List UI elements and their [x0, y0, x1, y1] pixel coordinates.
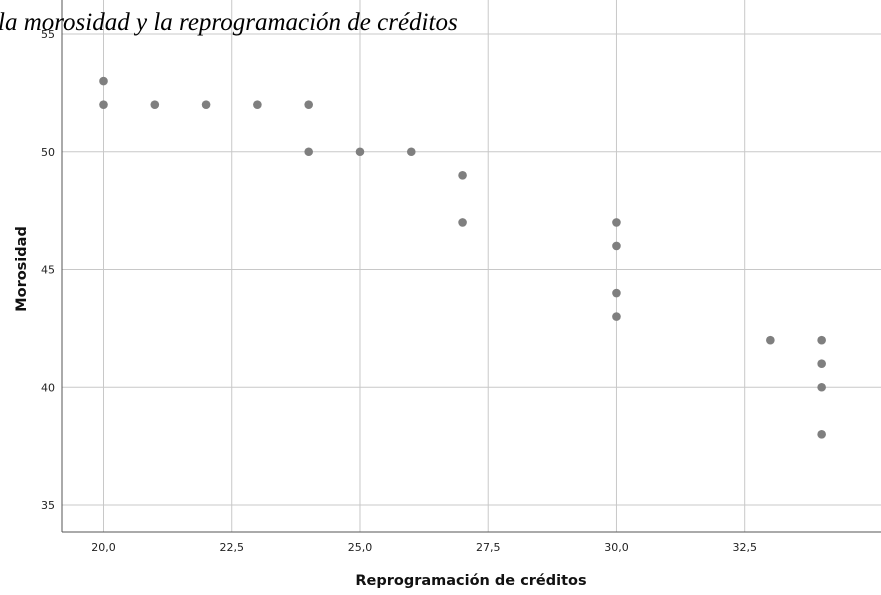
grid-lines	[62, 0, 881, 532]
data-point	[817, 335, 826, 345]
data-point	[612, 312, 621, 321]
data-point	[817, 359, 826, 369]
data-point	[766, 335, 775, 345]
data-point	[458, 218, 467, 227]
x-axis-title: Reprogramación de créditos	[355, 573, 586, 589]
data-point	[304, 100, 313, 109]
data-point	[253, 100, 262, 109]
data-point	[99, 100, 108, 109]
x-tick-label: 25,0	[348, 541, 373, 554]
data-point	[406, 147, 416, 157]
x-tick-label: 32,5	[732, 541, 757, 554]
data-point	[99, 76, 108, 86]
data-point	[458, 171, 467, 180]
data-point	[304, 147, 313, 157]
x-tick-label: 22,5	[219, 541, 244, 554]
y-tick-label: 45	[41, 264, 55, 277]
data-point	[612, 241, 621, 251]
x-tick-label: 20,0	[91, 541, 116, 554]
y-tick-label: 35	[41, 499, 55, 512]
x-tick-label: 30,0	[604, 541, 629, 554]
data-point	[817, 430, 826, 439]
data-point	[817, 382, 826, 392]
data-points	[99, 76, 826, 439]
y-tick-label: 50	[41, 146, 55, 159]
y-tick-label: 40	[41, 381, 55, 394]
data-point	[150, 100, 160, 109]
data-point	[612, 288, 621, 298]
x-tick-label: 27,5	[476, 541, 501, 554]
chart-title: la morosidad y la reprogramación de créd…	[0, 9, 458, 36]
axis-tick-labels: 20,0 22,5 25,0 27,5 30,0 32,5 35 40 45 50 55	[41, 28, 757, 554]
data-point	[201, 100, 211, 109]
y-tick-label: 55	[41, 28, 55, 41]
data-point	[355, 147, 365, 157]
plot-frame	[61, 0, 881, 533]
data-point	[612, 218, 621, 227]
y-axis-title: Morosidad	[14, 226, 30, 312]
